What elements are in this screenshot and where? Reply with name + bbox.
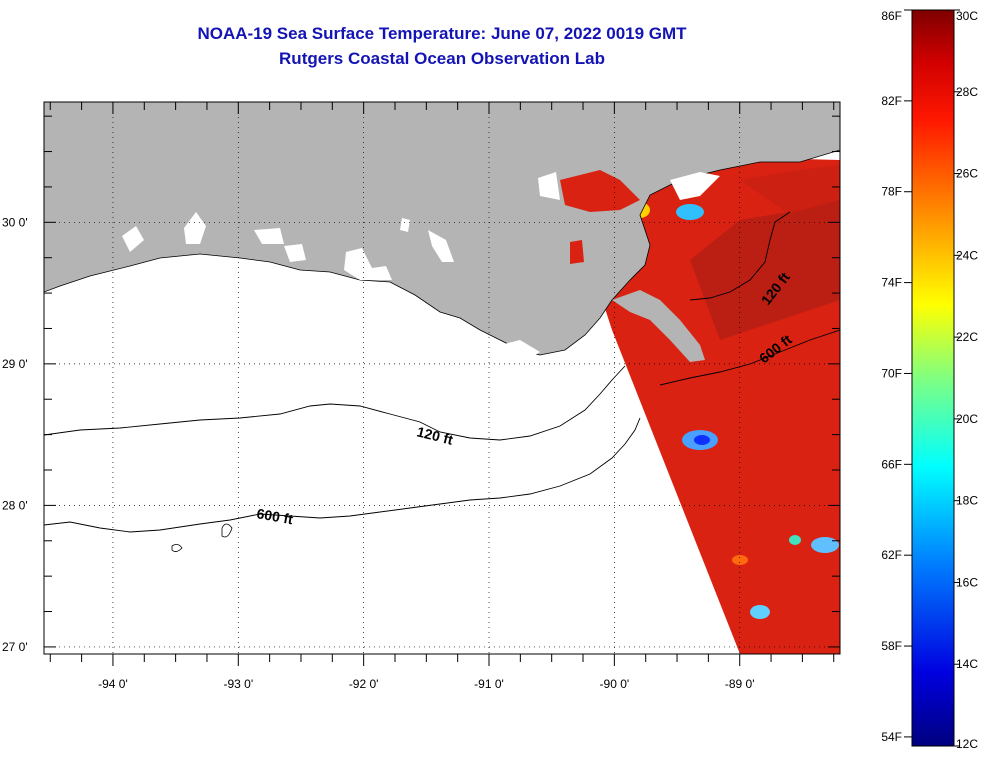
lake: [122, 226, 144, 252]
island-outline: [171, 544, 183, 552]
lat-tick-label: 27 0': [2, 640, 28, 654]
cool-spot: [811, 537, 839, 553]
lon-tick-label: -89 0': [725, 677, 755, 691]
map-title: NOAA-19 Sea Surface Temperature: June 07…: [197, 24, 687, 43]
cool-spot: [789, 535, 801, 545]
colorbar-f-label: 58F: [881, 639, 902, 653]
cool-spot: [676, 204, 704, 220]
lon-tick-label: -90 0': [600, 677, 630, 691]
colorbar-f-label: 54F: [881, 730, 902, 744]
contour-600ft-east: [659, 329, 840, 386]
colorbar-c-label: 26C: [956, 167, 978, 181]
bay: [500, 340, 540, 358]
sst-lake: [560, 170, 640, 212]
contour-label: 600 ft: [255, 505, 294, 527]
map-axis-labels: -94 0' -93 0' -92 0' -91 0' -90 0' -89 0' 30 0…: [2, 215, 755, 691]
colorbar-f-label: 66F: [881, 457, 902, 471]
map-area: 120 ft 600 ft 120 ft 600 ft: [44, 102, 840, 654]
lake: [428, 230, 454, 262]
colorbar-labels: 86F 82F 78F 74F 70F 66F 62F 58F 54F 30C 28C 26C 24C 2…: [881, 9, 978, 751]
lake: [344, 248, 392, 280]
lake: [284, 244, 306, 262]
colorbar-f-label: 62F: [881, 548, 902, 562]
colorbar-c-label: 20C: [956, 412, 978, 426]
lake: [184, 212, 206, 244]
colorbar-f-label: 74F: [881, 276, 902, 290]
colorbar-c-label: 30C: [956, 9, 978, 23]
lake: [670, 172, 720, 200]
lon-tick-label: -94 0': [98, 677, 128, 691]
colorbar-c-label: 12C: [956, 737, 978, 751]
sst-lake: [570, 240, 584, 264]
island-outline: [221, 523, 233, 538]
sst-swath-warm-patch: [740, 165, 840, 215]
lon-tick-label: -93 0': [223, 677, 253, 691]
colorbar-c-label: 18C: [956, 494, 978, 508]
colorbar-c-label: 28C: [956, 85, 978, 99]
lon-tick-label: -92 0': [349, 677, 379, 691]
colorbar: [911, 9, 955, 747]
lat-lon-grid: [44, 102, 840, 654]
colorbar-f-label: 78F: [881, 185, 902, 199]
lake: [538, 172, 560, 200]
colorbar-c-label: 16C: [956, 575, 978, 589]
cool-spot: [750, 605, 770, 619]
lake: [254, 228, 284, 244]
lake: [400, 218, 410, 232]
cool-spot-core: [694, 435, 710, 445]
colorbar-f-label: 82F: [881, 94, 902, 108]
colorbar-f-label: 70F: [881, 366, 902, 380]
lat-tick-label: 29 0': [2, 357, 28, 371]
contour-120ft-west: [44, 365, 626, 441]
colorbar-c-label: 24C: [956, 248, 978, 262]
delta-land: [612, 290, 705, 362]
lat-tick-label: 28 0': [2, 498, 28, 512]
colorbar-c-label: 22C: [956, 330, 978, 344]
map-frame: [43, 101, 841, 655]
map-axis-ticks: [44, 102, 840, 666]
colorbar-c-label: 14C: [956, 657, 978, 671]
lat-tick-label: 30 0': [2, 215, 28, 229]
colorbar-f-label: 86F: [881, 9, 902, 23]
lon-tick-label: -91 0': [474, 677, 504, 691]
map-subtitle: Rutgers Coastal Ocean Observation Lab: [279, 49, 605, 68]
sst-swath-warm-patch: [690, 200, 840, 340]
warm-spot: [732, 555, 748, 565]
contour-600ft-west: [44, 417, 641, 533]
contour-120ft-east: [689, 211, 791, 301]
